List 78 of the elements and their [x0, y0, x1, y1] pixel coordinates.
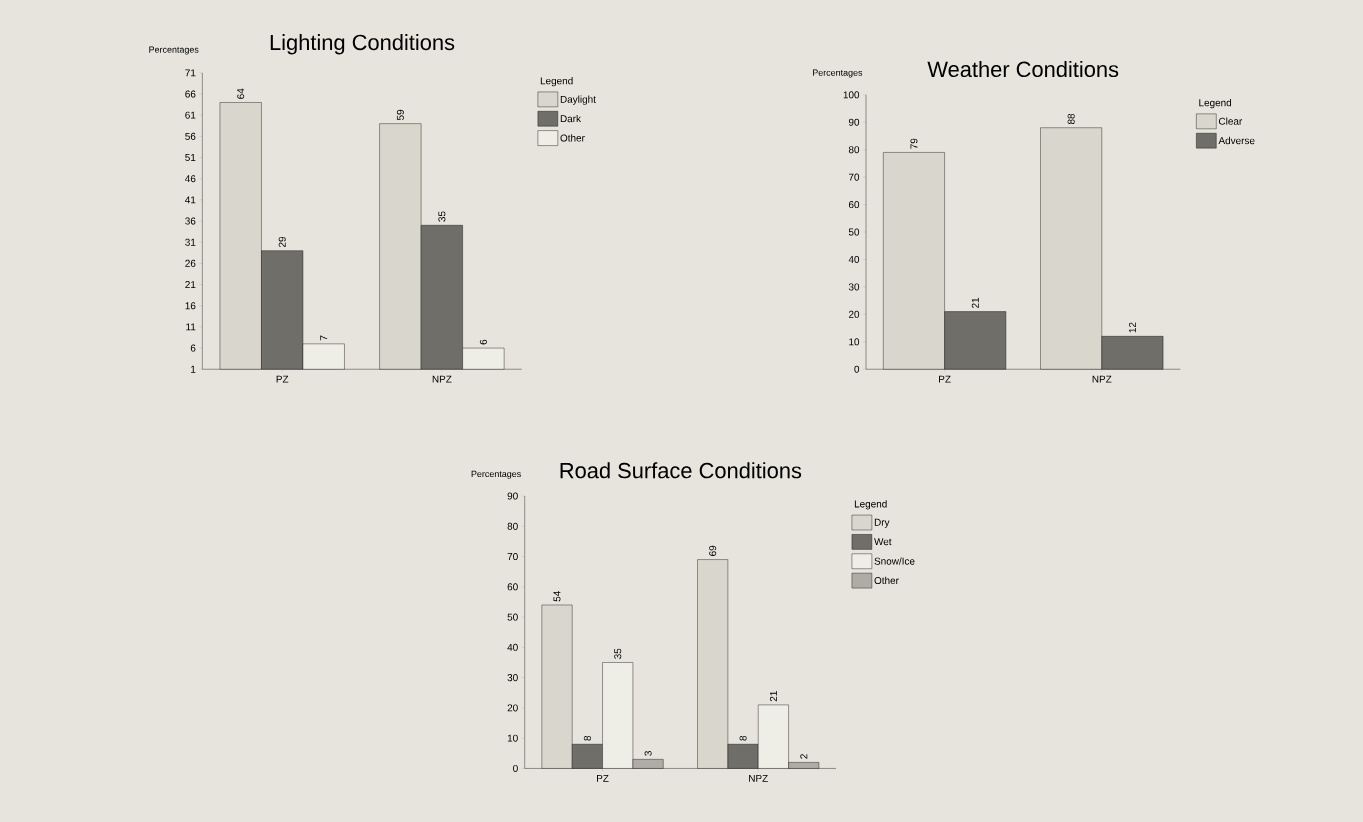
- data-label: 35: [438, 211, 446, 222]
- y-tick-label: 61: [185, 111, 196, 119]
- y-tick-label: 11: [186, 323, 196, 331]
- y-tick-label: 1: [191, 365, 196, 373]
- y-tick-label: 30: [507, 673, 518, 681]
- y-tick-label: 36: [185, 217, 196, 225]
- data-label: 3: [644, 750, 652, 756]
- legend-title: Legend: [854, 500, 887, 510]
- y-tick-label: 0: [854, 365, 860, 373]
- data-label: 6: [479, 339, 487, 345]
- y-tick-label: 50: [507, 613, 518, 621]
- chart-title: Road Surface Conditions: [560, 462, 802, 479]
- data-label: 69: [709, 545, 717, 556]
- y-tick-label: 70: [507, 552, 518, 560]
- x-tick-label: NPZ: [749, 774, 768, 782]
- data-label: 54: [553, 590, 561, 602]
- x-tick-label: PZ: [276, 375, 289, 383]
- data-label: 21: [769, 690, 777, 702]
- y-tick-label: 16: [185, 302, 196, 310]
- data-label: 8: [583, 735, 591, 741]
- y-tick-label: 70: [848, 173, 860, 181]
- y-tick-label: 6: [190, 344, 196, 352]
- y-axis-title: Percentages: [813, 69, 863, 78]
- data-label: 64: [237, 88, 245, 99]
- y-tick-label: 51: [185, 153, 196, 161]
- y-axis-title: Percentages: [471, 470, 521, 479]
- legend-label: Clear: [1218, 117, 1243, 125]
- data-label: 59: [396, 109, 404, 120]
- legend-label: Dry: [874, 518, 890, 528]
- legend-title: Legend: [1199, 98, 1232, 109]
- y-tick-label: 66: [185, 90, 196, 98]
- legend-label: Dark: [560, 114, 582, 123]
- y-tick-label: 20: [848, 310, 860, 318]
- data-label: 12: [1128, 322, 1136, 333]
- data-label: 8: [739, 735, 747, 741]
- y-tick-label: 40: [848, 255, 860, 263]
- y-tick-label: 0: [513, 764, 518, 772]
- y-tick-label: 10: [507, 734, 518, 742]
- data-label: 35: [614, 648, 622, 659]
- data-label: 29: [278, 236, 286, 247]
- y-tick-label: 80: [848, 146, 860, 154]
- y-tick-label: 40: [507, 643, 518, 651]
- data-label: 21: [971, 297, 979, 308]
- y-tick-label: 26: [185, 259, 196, 267]
- x-tick-label: NPZ: [1092, 375, 1112, 383]
- y-tick-label: 90: [507, 492, 518, 500]
- data-label: 88: [1067, 113, 1075, 124]
- y-tick-label: 30: [848, 283, 860, 291]
- y-tick-label: 90: [848, 118, 860, 126]
- y-tick-label: 80: [507, 522, 518, 530]
- legend-label: Other: [560, 134, 585, 142]
- y-tick-label: 100: [843, 91, 860, 99]
- legend-label: Other: [874, 576, 899, 584]
- y-tick-label: 31: [185, 238, 196, 246]
- chart-title: Lighting Conditions: [270, 33, 455, 55]
- data-label: 7: [320, 335, 328, 340]
- y-tick-label: 21: [185, 280, 196, 288]
- legend-label: Wet: [874, 538, 892, 546]
- data-label: 79: [910, 138, 918, 149]
- x-tick-label: NPZ: [432, 375, 452, 383]
- y-tick-label: 10: [849, 338, 860, 346]
- y-tick-label: 46: [185, 175, 196, 183]
- y-tick-label: 60: [507, 583, 518, 591]
- y-axis-title: Percentages: [149, 46, 199, 55]
- y-tick-label: 50: [848, 228, 860, 236]
- legend-label: Daylight: [560, 95, 596, 105]
- legend-title: Legend: [540, 76, 573, 87]
- y-tick-label: 71: [185, 69, 196, 77]
- data-label: 2: [800, 754, 808, 759]
- y-tick-label: 41: [185, 196, 196, 204]
- chart-title: Weather Conditions: [927, 60, 1119, 77]
- y-tick-label: 56: [185, 132, 196, 140]
- y-tick-label: 60: [848, 200, 860, 208]
- x-tick-label: PZ: [939, 375, 951, 383]
- y-tick-label: 20: [507, 704, 518, 712]
- legend-label: Snow/Ice: [874, 557, 915, 565]
- legend-label: Adverse: [1218, 136, 1255, 144]
- x-tick-label: PZ: [597, 774, 609, 782]
